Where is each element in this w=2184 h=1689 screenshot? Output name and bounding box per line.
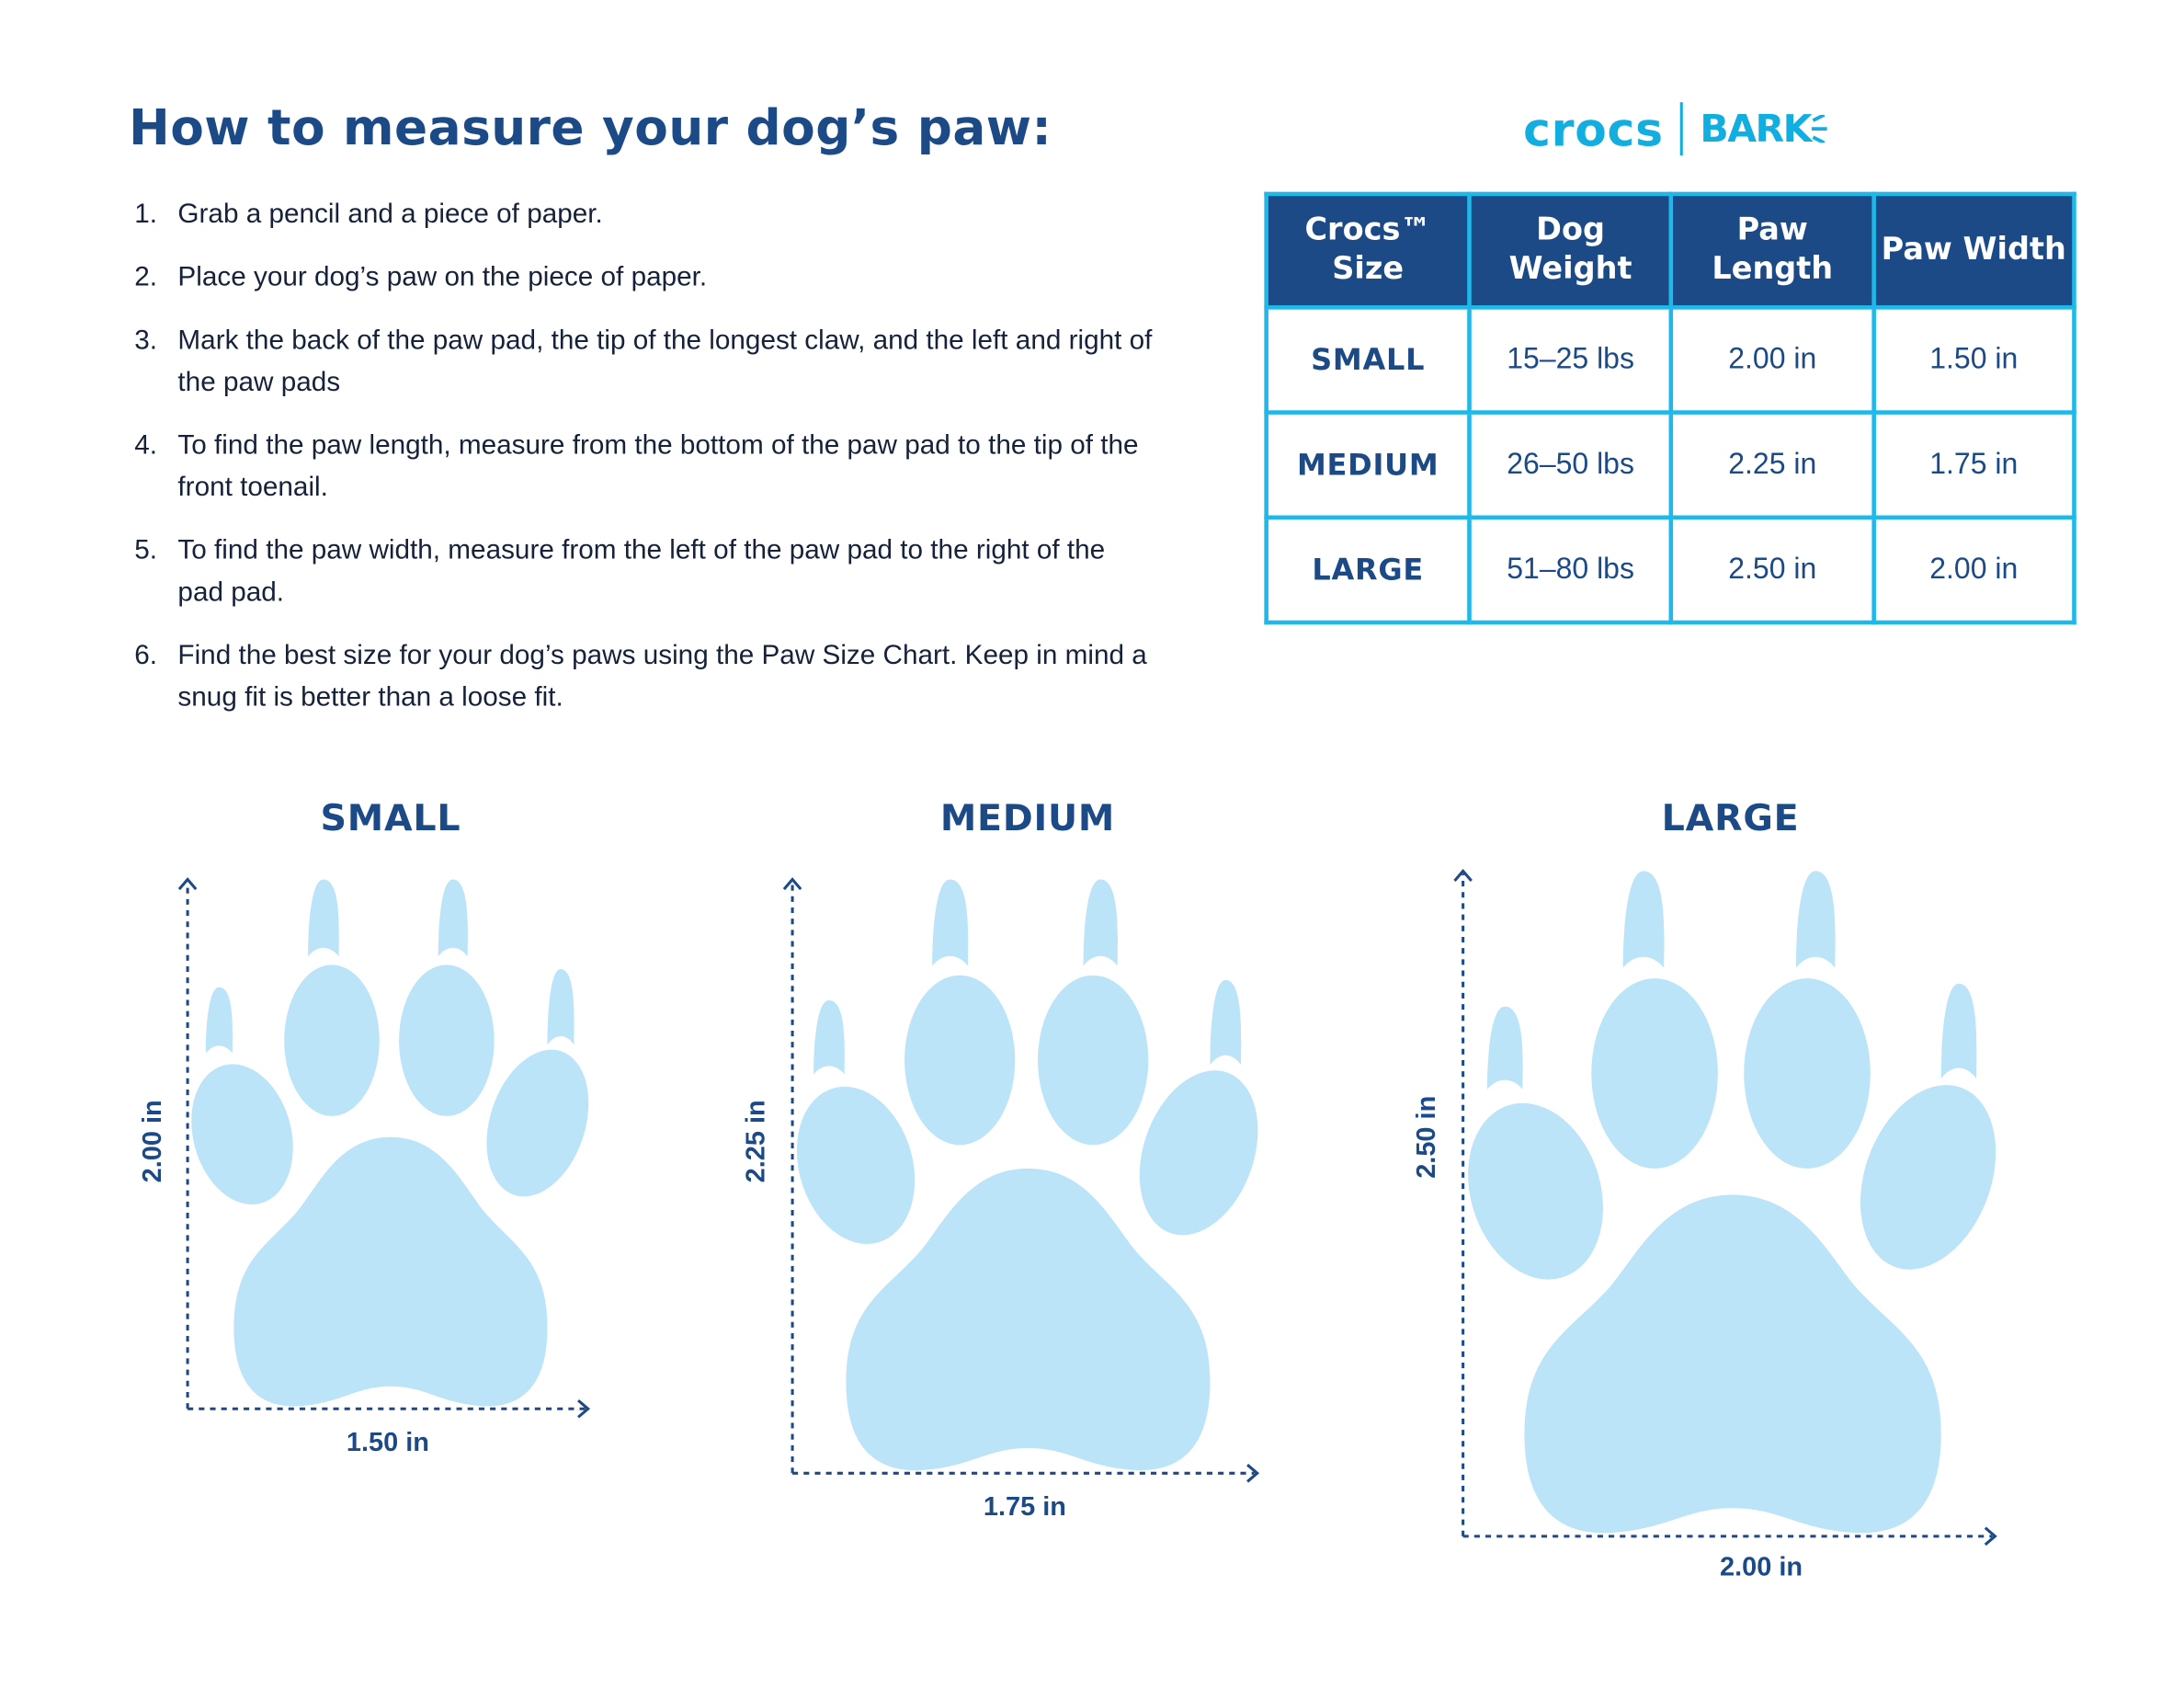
claw — [547, 968, 574, 1045]
step-item: 3. Mark the back of the paw pad, the tip … — [134, 325, 1153, 398]
length-label-medium: 2.25 in — [742, 1100, 772, 1183]
paw-title-small: SMALL — [320, 798, 461, 840]
toe-pad — [284, 964, 380, 1116]
header-length: Paw Length — [1669, 191, 1876, 310]
claw — [1083, 879, 1118, 966]
header-width: Paw Width — [1871, 191, 2076, 310]
cell-weight: 51–80 lbs — [1467, 515, 1674, 625]
width-label-medium: 1.75 in — [983, 1492, 1066, 1523]
table-row: LARGE 51–80 lbs 2.50 in 2.00 in — [1264, 515, 2076, 625]
arrow-right-icon — [1984, 1526, 1997, 1546]
claw — [308, 879, 339, 957]
cell-width: 1.50 in — [1871, 305, 2076, 415]
arrow-up-icon — [177, 877, 198, 891]
header-weight: Dog Weight — [1467, 191, 1674, 310]
arrow-up-icon — [782, 877, 802, 891]
cell-width: 1.75 in — [1871, 410, 2076, 520]
length-label-small: 2.00 in — [138, 1100, 168, 1183]
claw — [1940, 983, 1977, 1079]
paw-print-icon — [1468, 871, 1996, 1534]
cell-size: SMALL — [1264, 305, 1473, 415]
header-size: Crocs™ Size — [1264, 191, 1473, 310]
cell-size: LARGE — [1264, 515, 1473, 625]
width-label-large: 2.00 in — [1720, 1553, 1803, 1583]
step-item: 5. To find the paw width, measure from th… — [134, 534, 1106, 609]
paw-title-large: LARGE — [1661, 798, 1800, 840]
claw — [205, 987, 233, 1054]
toe-pad — [1038, 975, 1149, 1146]
cell-length: 2.00 in — [1669, 305, 1876, 415]
page-title: How to measure your dog’s paw: — [129, 100, 1052, 157]
arrow-right-icon — [577, 1398, 591, 1419]
paw-print-icon — [191, 879, 589, 1407]
toe-pad — [796, 1086, 916, 1245]
main-pad — [233, 1136, 548, 1407]
arrow-up-icon — [1453, 869, 1473, 883]
toe-pad — [1139, 1070, 1258, 1236]
length-label-large: 2.50 in — [1412, 1095, 1442, 1179]
main-pad — [1524, 1194, 1941, 1534]
toe-pad — [1744, 978, 1871, 1169]
arrow-right-icon — [1246, 1464, 1260, 1483]
cell-weight: 15–25 lbs — [1467, 305, 1674, 415]
step-item: 4. To find the paw length, measure from t… — [134, 429, 1139, 503]
claw — [813, 1000, 845, 1075]
table-row: SMALL 15–25 lbs 2.00 in 1.50 in — [1264, 305, 2076, 415]
instructions-list: 1. Grab a pencil and a piece of paper. 2.… — [134, 193, 1157, 739]
cell-length: 2.25 in — [1669, 410, 1876, 520]
claw — [932, 879, 969, 966]
claw — [1622, 871, 1665, 968]
main-pad — [846, 1168, 1211, 1471]
bark-sound-icon — [1812, 114, 1828, 143]
claw — [1486, 1006, 1523, 1090]
toe-pad — [486, 1049, 589, 1197]
width-label-small: 1.50 in — [346, 1428, 429, 1458]
cell-length: 2.50 in — [1669, 515, 1876, 625]
claw — [438, 879, 468, 957]
toe-pad — [191, 1064, 293, 1205]
paw-diagram-small — [177, 877, 591, 1419]
paw-title-medium: MEDIUM — [939, 798, 1116, 840]
cell-width: 2.00 in — [1871, 515, 2076, 625]
crocs-bark-logo: crocs BARK — [1523, 98, 1830, 160]
cell-size: MEDIUM — [1264, 410, 1473, 520]
paw-diagram-large — [1453, 869, 1997, 1546]
paw-diagram-medium — [782, 877, 1260, 1483]
toe-pad — [1468, 1102, 1604, 1280]
paw-print-icon — [796, 879, 1258, 1471]
claw — [1210, 979, 1242, 1066]
table-row: MEDIUM 26–50 lbs 2.25 in 1.75 in — [1264, 410, 2076, 520]
table-header-row: Crocs™ Size Dog Weight Paw Length Paw Wi… — [1264, 191, 2076, 310]
bark-wordmark: BARK — [1700, 107, 1812, 151]
logo-divider — [1680, 102, 1684, 156]
paw-size-chart: Crocs™ Size Dog Weight Paw Length Paw Wi… — [1264, 191, 2076, 625]
step-item: 6. Find the best size for your dog’s paws… — [134, 640, 1147, 713]
toe-pad — [1591, 978, 1718, 1169]
step-item: 1. Grab a pencil and a piece of paper. — [134, 199, 603, 230]
toe-pad — [1860, 1085, 1996, 1270]
toe-pad — [904, 975, 1016, 1146]
crocs-wordmark: crocs — [1523, 101, 1664, 156]
cell-weight: 26–50 lbs — [1467, 410, 1674, 520]
claw — [1795, 871, 1836, 968]
toe-pad — [399, 964, 495, 1116]
step-item: 2. Place your dog’s paw on the piece of p… — [134, 261, 708, 293]
